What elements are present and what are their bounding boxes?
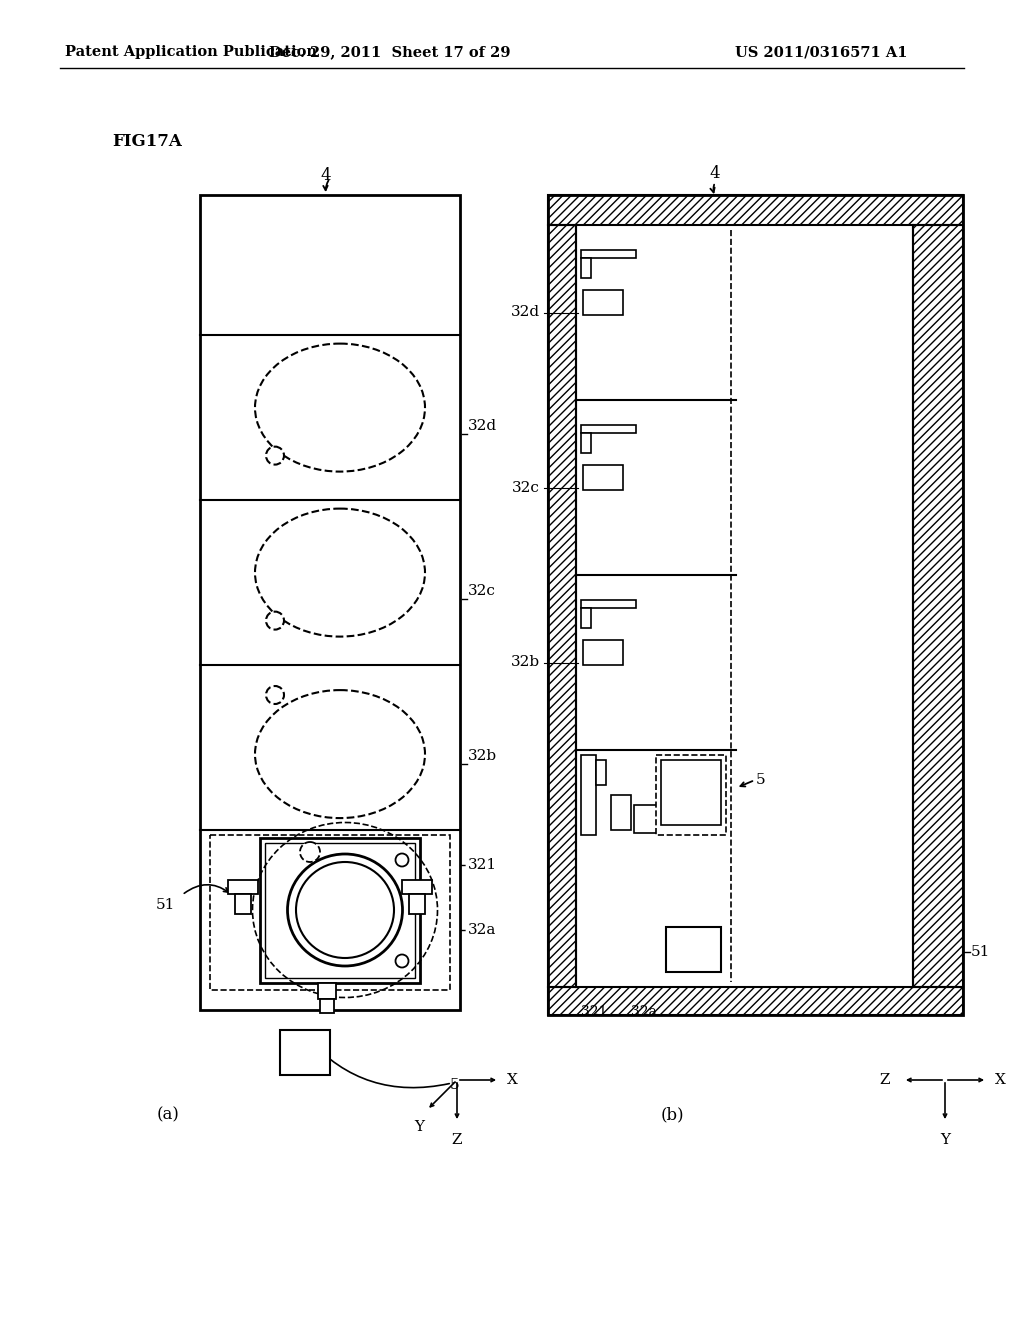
Bar bbox=[210, 836, 450, 990]
Text: 32a: 32a bbox=[631, 1005, 656, 1019]
Bar bbox=[200, 195, 460, 1010]
Ellipse shape bbox=[266, 446, 284, 465]
Text: 32c: 32c bbox=[468, 583, 496, 598]
Text: 32c: 32c bbox=[512, 480, 540, 495]
Bar bbox=[402, 880, 432, 894]
Text: Y: Y bbox=[940, 1133, 950, 1147]
Text: X: X bbox=[507, 1073, 518, 1086]
Ellipse shape bbox=[255, 343, 425, 471]
Text: 321: 321 bbox=[468, 858, 497, 873]
Bar bbox=[666, 927, 721, 972]
Bar bbox=[548, 224, 575, 987]
Text: Z: Z bbox=[452, 1133, 462, 1147]
Bar bbox=[596, 760, 606, 785]
Ellipse shape bbox=[266, 686, 284, 704]
Text: 5: 5 bbox=[756, 774, 766, 787]
Bar bbox=[581, 601, 636, 609]
Ellipse shape bbox=[288, 854, 402, 966]
Text: 32b: 32b bbox=[468, 748, 497, 763]
Bar bbox=[548, 195, 963, 224]
Bar bbox=[234, 894, 251, 913]
Bar bbox=[228, 880, 258, 894]
Bar bbox=[656, 755, 726, 836]
Text: 55: 55 bbox=[610, 805, 626, 818]
Text: Patent Application Publication: Patent Application Publication bbox=[65, 45, 317, 59]
Bar bbox=[913, 224, 963, 987]
Text: (b): (b) bbox=[660, 1106, 684, 1123]
Ellipse shape bbox=[300, 842, 319, 862]
Bar bbox=[265, 843, 415, 978]
Bar bbox=[319, 999, 334, 1012]
Bar bbox=[581, 433, 591, 453]
Bar bbox=[280, 1030, 330, 1074]
Bar bbox=[611, 795, 631, 830]
Text: 2: 2 bbox=[642, 818, 650, 832]
Ellipse shape bbox=[266, 611, 284, 630]
Text: US 2011/0316571 A1: US 2011/0316571 A1 bbox=[735, 45, 907, 59]
Bar bbox=[318, 983, 336, 999]
Text: 32d: 32d bbox=[468, 418, 497, 433]
Text: Z: Z bbox=[880, 1073, 890, 1086]
Text: 5: 5 bbox=[450, 1078, 460, 1092]
Ellipse shape bbox=[255, 508, 425, 636]
Text: 32d: 32d bbox=[511, 305, 540, 319]
Text: 32a: 32a bbox=[468, 923, 497, 937]
Text: Dec. 29, 2011  Sheet 17 of 29: Dec. 29, 2011 Sheet 17 of 29 bbox=[269, 45, 511, 59]
Bar bbox=[583, 290, 623, 315]
Ellipse shape bbox=[395, 954, 409, 968]
Bar bbox=[583, 640, 623, 665]
Text: 32b: 32b bbox=[511, 656, 540, 669]
Text: 4: 4 bbox=[321, 166, 332, 183]
Text: 51: 51 bbox=[156, 898, 175, 912]
Bar bbox=[581, 755, 596, 836]
Bar bbox=[548, 195, 963, 1015]
Text: FIG17A: FIG17A bbox=[112, 133, 182, 150]
Bar bbox=[260, 838, 420, 983]
Text: Y: Y bbox=[414, 1119, 424, 1134]
Bar bbox=[548, 987, 963, 1015]
Bar bbox=[409, 894, 425, 913]
Text: 4: 4 bbox=[710, 165, 720, 181]
Bar bbox=[583, 465, 623, 490]
Bar bbox=[581, 249, 636, 257]
Text: 321: 321 bbox=[581, 1005, 607, 1019]
Bar bbox=[581, 257, 591, 279]
Text: X: X bbox=[995, 1073, 1006, 1086]
Text: (a): (a) bbox=[157, 1106, 179, 1123]
Bar bbox=[662, 760, 721, 825]
Ellipse shape bbox=[296, 862, 394, 958]
Bar bbox=[581, 425, 636, 433]
Ellipse shape bbox=[395, 854, 409, 866]
Bar bbox=[634, 805, 659, 833]
Ellipse shape bbox=[255, 690, 425, 818]
Text: 51: 51 bbox=[971, 945, 990, 960]
Bar bbox=[581, 609, 591, 628]
